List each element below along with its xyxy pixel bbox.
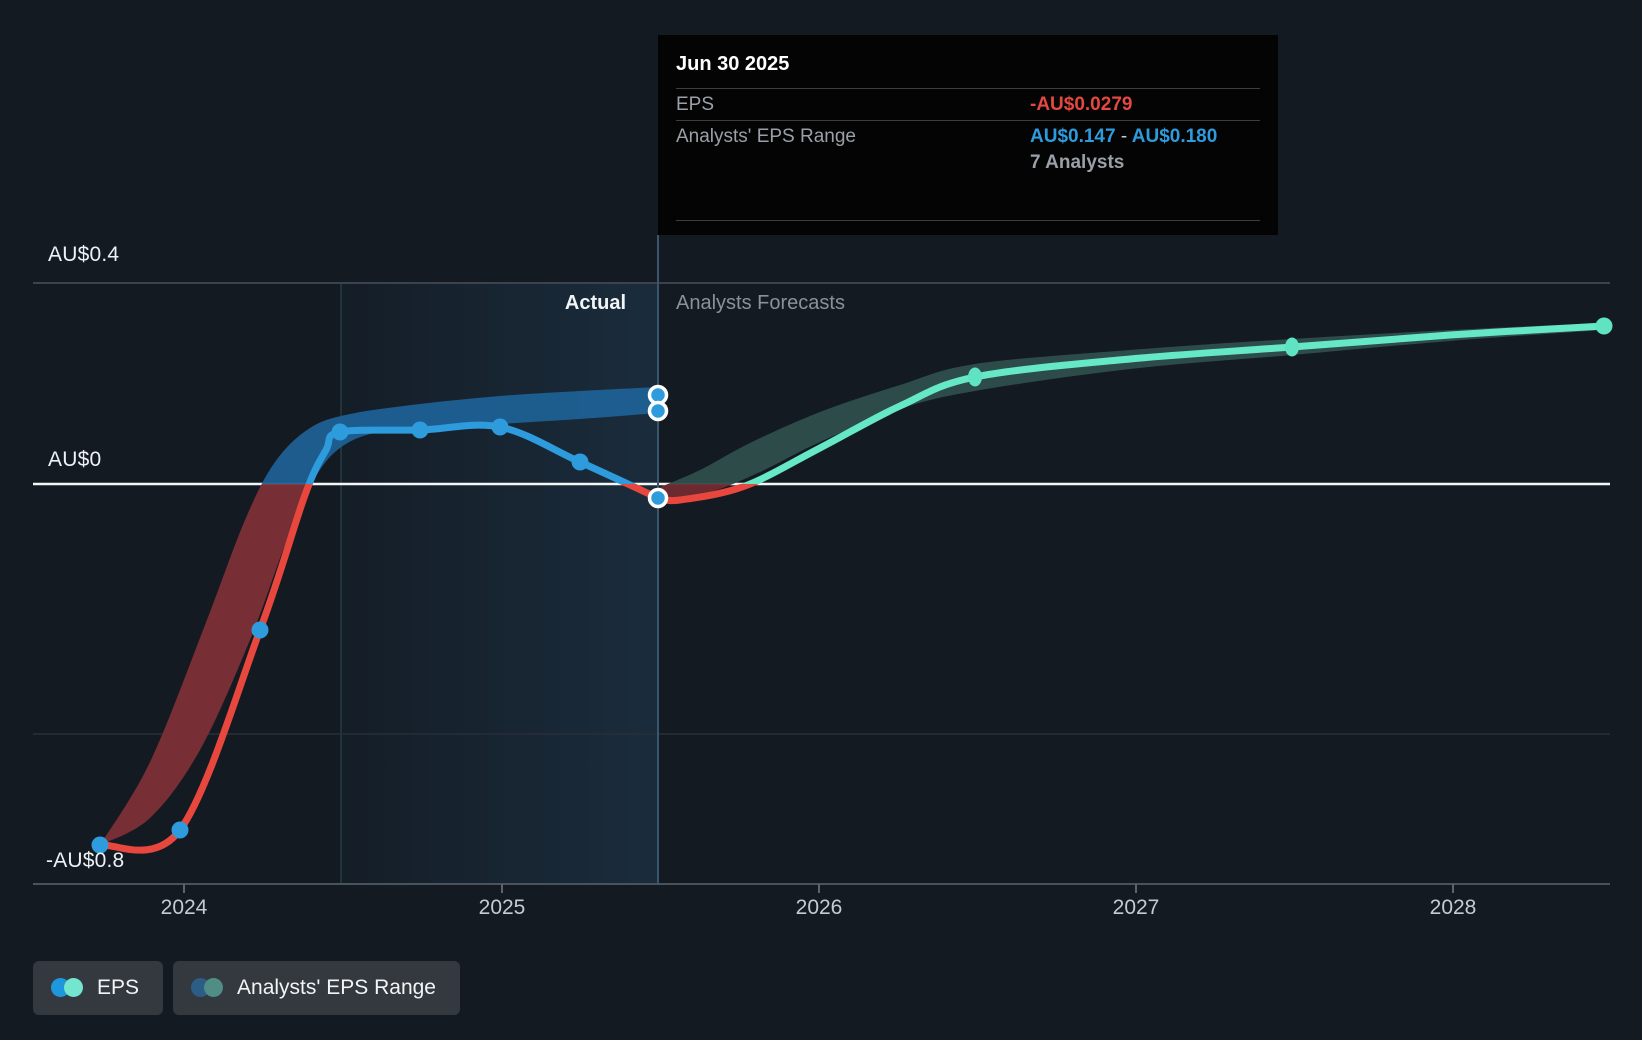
tooltip-separator xyxy=(676,220,1260,221)
legend-toggle-eps[interactable]: EPS xyxy=(33,961,164,1015)
x-axis-label-2026: 2026 xyxy=(795,896,843,919)
tooltip-separator xyxy=(676,120,1260,121)
tooltip-range-dash: - xyxy=(1120,125,1128,147)
legend-range-label: Analysts' EPS Range xyxy=(237,976,436,999)
x-axis-label-2028: 2028 xyxy=(1429,896,1477,919)
phase-label-actual: Actual xyxy=(564,292,626,314)
hover-tooltip: Jun 30 2025 EPS -AU$0.0279 Analysts' EPS… xyxy=(658,35,1278,235)
analysts-range-legend-icon xyxy=(191,978,224,998)
eps-legend-icon xyxy=(51,978,84,998)
phase-label-forecast: Analysts Forecasts xyxy=(676,292,845,314)
tooltip-range-low: AU$0.147 xyxy=(1030,125,1116,147)
tooltip-analysts-count: 7 Analysts xyxy=(1030,152,1125,173)
x-axis-label-2027: 2027 xyxy=(1112,896,1160,919)
y-axis-label-0.4: AU$0.4 xyxy=(48,243,120,266)
tooltip-range-label: Analysts' EPS Range xyxy=(676,125,856,147)
chart-legend: EPS Analysts' EPS Range xyxy=(33,961,460,1015)
legend-eps-label: EPS xyxy=(97,976,140,999)
x-axis-label-2024: 2024 xyxy=(160,896,208,919)
y-axis-label-0: AU$0 xyxy=(48,448,102,471)
legend-toggle-analysts-range[interactable]: Analysts' EPS Range xyxy=(173,961,460,1015)
tooltip-range-high: AU$0.180 xyxy=(1131,125,1218,147)
tooltip-eps-value: -AU$0.0279 xyxy=(1030,93,1133,115)
tooltip-range-value: AU$0.147 - AU$0.180 xyxy=(1030,126,1260,148)
tooltip-eps-label: EPS xyxy=(676,93,715,115)
x-axis-label-2025: 2025 xyxy=(478,896,526,919)
tooltip-separator xyxy=(676,88,1260,89)
tooltip-date: Jun 30 2025 xyxy=(676,53,790,75)
y-axis-label-neg0.8: -AU$0.8 xyxy=(46,849,125,872)
tooltip-gap xyxy=(676,186,1260,220)
